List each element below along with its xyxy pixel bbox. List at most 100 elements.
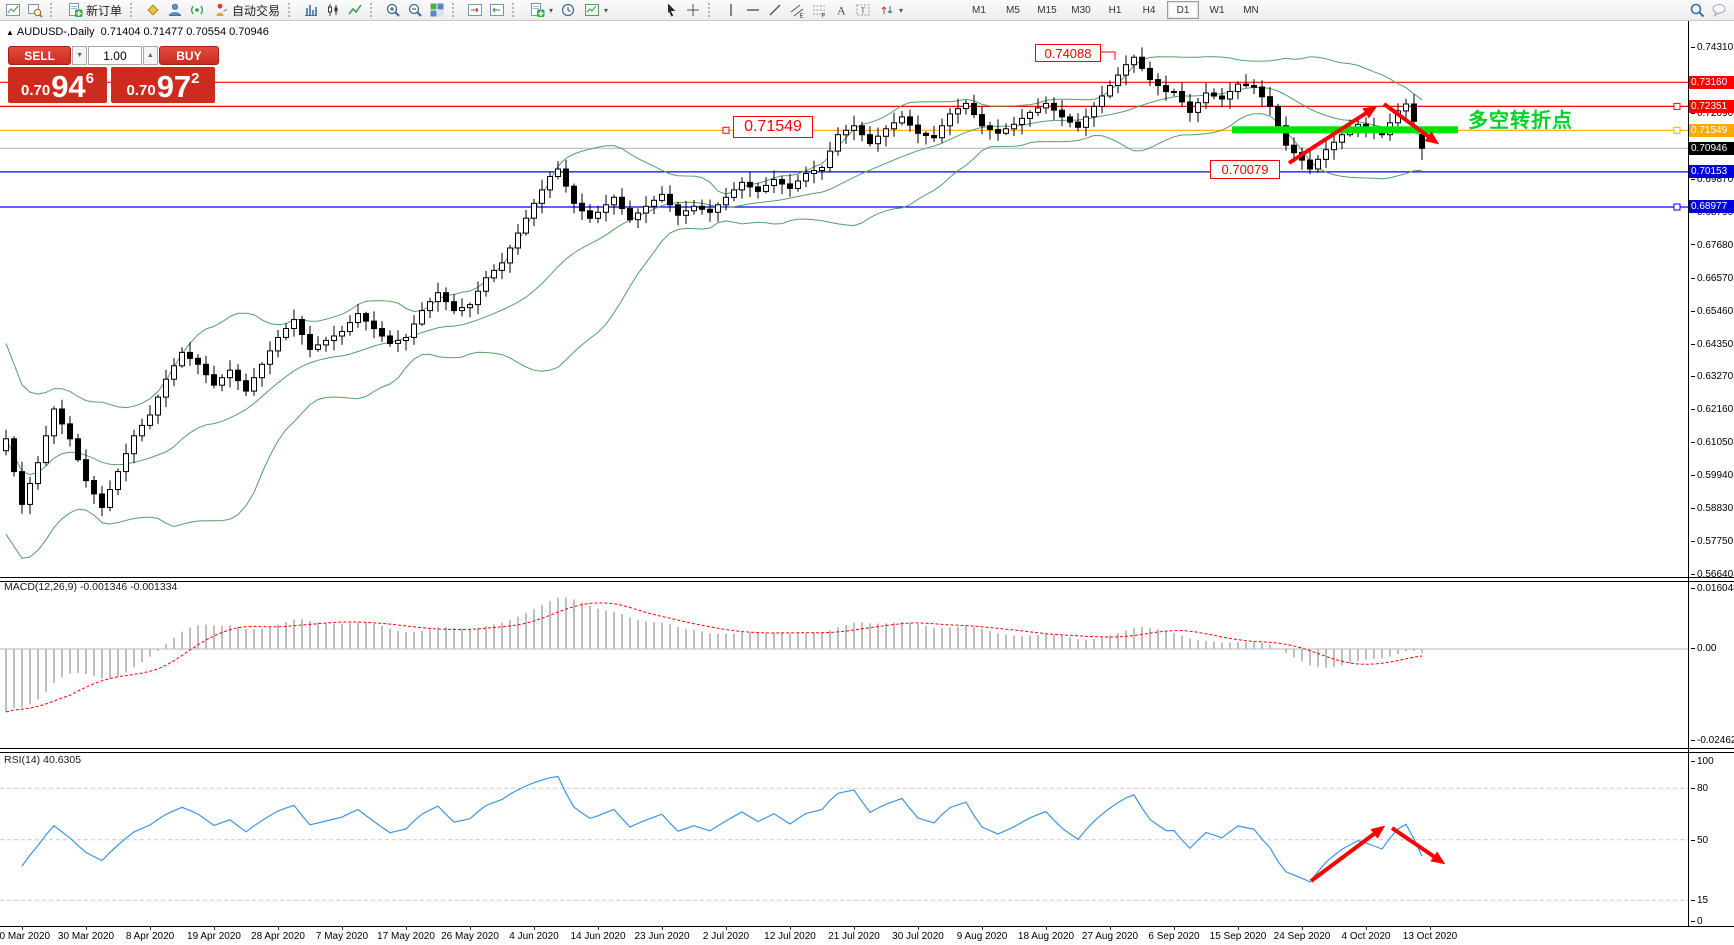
line-handle[interactable] <box>1673 102 1681 110</box>
new-order-icon <box>66 1 84 19</box>
rsi-up-arrow[interactable] <box>1309 825 1386 883</box>
date-tick <box>342 926 343 930</box>
ask-quote[interactable]: 0.70 97 2 <box>111 67 215 103</box>
macd-indicator-label: MACD(12,26,9) -0.001346 -0.001334 <box>4 581 177 593</box>
auto-scroll-icon[interactable] <box>486 1 508 19</box>
indicators-button[interactable]: ▾ <box>524 1 557 19</box>
pane-divider[interactable] <box>0 748 1734 753</box>
timeframe-button-M15[interactable]: M15 <box>1037 4 1057 16</box>
zoom-out-icon[interactable] <box>404 1 426 19</box>
timeframe-button-D1[interactable]: D1 <box>1167 1 1199 19</box>
timeframe-button-M30[interactable]: M30 <box>1071 4 1091 16</box>
profiles-icon[interactable] <box>24 1 46 19</box>
macd-pane[interactable] <box>0 581 1688 748</box>
text-label-icon[interactable]: T <box>852 1 874 19</box>
date-label: 28 Apr 2020 <box>251 931 305 942</box>
tile-windows-icon[interactable] <box>426 1 448 19</box>
chart-shift-icon[interactable] <box>464 1 486 19</box>
date-label: 24 Sep 2020 <box>1273 931 1331 942</box>
turning-point-text[interactable]: 多空转折点 <box>1468 110 1573 132</box>
turning-point-zone[interactable] <box>1232 126 1458 134</box>
date-label: 6 Sep 2020 <box>1148 931 1200 942</box>
pane-divider[interactable] <box>0 577 1734 582</box>
buy-button[interactable]: BUY <box>158 46 220 65</box>
date-label: 8 Apr 2020 <box>125 931 175 942</box>
date-label: 23 Jun 2020 <box>634 931 690 942</box>
autotrading-button[interactable]: 自动交易 <box>208 1 284 19</box>
line-chart-icon[interactable] <box>344 1 366 19</box>
high-price-annotation[interactable]: 0.74088 <box>1035 44 1101 62</box>
cursor-icon[interactable] <box>660 1 682 19</box>
date-tick <box>1302 926 1303 930</box>
date-tick <box>1430 926 1431 930</box>
ask-big: 97 <box>156 69 192 104</box>
fibonacci-icon[interactable]: F <box>808 1 830 19</box>
low-price-annotation[interactable]: 0.70079 <box>1210 160 1280 179</box>
chevron-down-icon: ▾ <box>549 5 554 15</box>
timeframe-button-W1[interactable]: W1 <box>1209 4 1225 16</box>
chart-window-icon[interactable] <box>2 1 24 19</box>
date-tick <box>598 926 599 930</box>
svg-text:T: T <box>861 7 866 16</box>
candlestick-chart-icon[interactable] <box>322 1 344 19</box>
svg-text:F: F <box>822 14 826 19</box>
timeframe-button-M1[interactable]: M1 <box>972 4 986 16</box>
equidistant-channel-icon[interactable]: E <box>786 1 808 19</box>
price-tick: 0.64350 <box>1691 339 1733 350</box>
date-label: 4 Jun 2020 <box>509 931 559 942</box>
timeframe-button-H4[interactable]: H4 <box>1142 4 1156 16</box>
search-icon[interactable] <box>1686 1 1708 19</box>
support-price-annotation[interactable]: 0.71549 <box>733 116 813 138</box>
line-handle[interactable] <box>1673 126 1681 134</box>
volume-down-stepper[interactable]: ▼ <box>72 46 87 65</box>
toolbar-grip <box>288 3 297 17</box>
rsi-pane[interactable] <box>0 752 1688 926</box>
price-tick: 0.58830 <box>1691 503 1733 514</box>
trendline-icon[interactable] <box>764 1 786 19</box>
horizontal-line-icon[interactable] <box>742 1 764 19</box>
date-label: 12 Jul 2020 <box>764 931 816 942</box>
new-order-label: 新订单 <box>86 3 123 18</box>
timeframe-button-MN[interactable]: MN <box>1243 4 1259 16</box>
macd-tick: -0.024625 <box>1691 735 1734 746</box>
toolbar-right-group <box>1686 0 1730 20</box>
price-tick: 0.72090 <box>1691 108 1733 119</box>
data-window-icon[interactable] <box>164 1 186 19</box>
market-watch-icon[interactable] <box>142 1 164 19</box>
chat-icon[interactable] <box>1708 1 1730 19</box>
timeframe-button-M5[interactable]: M5 <box>1006 4 1020 16</box>
arrows-tool-button[interactable]: ▾ <box>874 1 907 19</box>
new-order-button[interactable]: 新订单 <box>62 1 126 19</box>
autotrading-icon <box>212 1 230 19</box>
date-label: 30 Jul 2020 <box>892 931 944 942</box>
line-handle[interactable] <box>1673 203 1681 211</box>
vertical-line-icon[interactable] <box>720 1 742 19</box>
bid-quote[interactable]: 0.70 94 6 <box>8 67 107 103</box>
volume-input[interactable] <box>87 46 142 65</box>
text-icon[interactable]: A <box>830 1 852 19</box>
up-trend-arrow[interactable] <box>1287 105 1378 165</box>
volume-up-stepper[interactable]: ▲ <box>142 46 158 65</box>
rsi-down-arrow[interactable] <box>1390 826 1446 865</box>
date-tick <box>470 926 471 930</box>
bid-sup: 6 <box>85 70 95 87</box>
price-tick: 0.74310 <box>1691 42 1733 53</box>
date-label: 26 May 2020 <box>441 931 499 942</box>
rsi-value: 40.6305 <box>43 754 82 766</box>
templates-button[interactable]: ▾ <box>579 1 612 19</box>
timeframe-button-H1[interactable]: H1 <box>1108 4 1122 16</box>
bar-chart-icon[interactable] <box>300 1 322 19</box>
crosshair-icon[interactable] <box>682 1 704 19</box>
rsi-tick: 0 <box>1691 916 1703 927</box>
date-label: 15 Sep 2020 <box>1209 931 1267 942</box>
down-trend-arrow[interactable] <box>1382 102 1440 145</box>
period-clock-icon[interactable] <box>557 1 579 19</box>
price-tick: 0.67680 <box>1691 240 1733 251</box>
sell-button[interactable]: SELL <box>8 46 72 65</box>
toolbar-grip <box>452 3 461 17</box>
date-label: 17 May 2020 <box>377 931 435 942</box>
signals-icon[interactable] <box>186 1 208 19</box>
zoom-in-icon[interactable] <box>382 1 404 19</box>
date-tick <box>22 926 23 930</box>
main-chart-pane[interactable] <box>0 22 1688 577</box>
